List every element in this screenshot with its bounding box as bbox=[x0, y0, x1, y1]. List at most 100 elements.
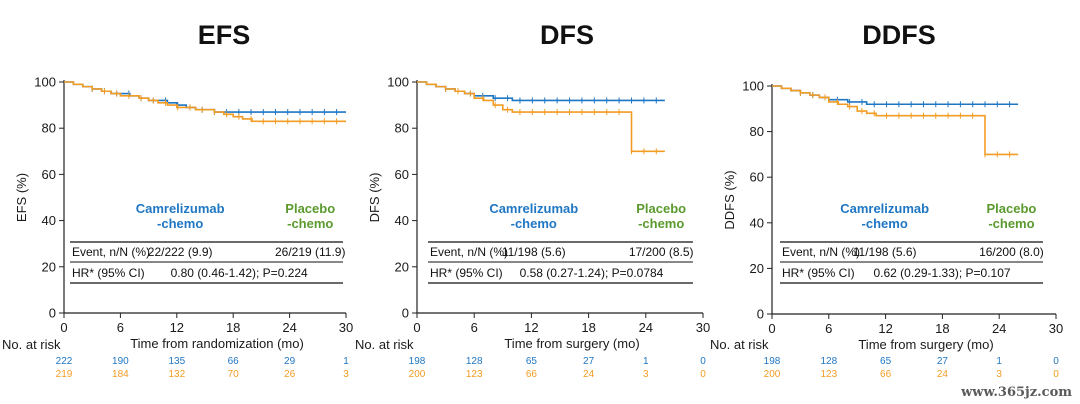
watermark: www.365jz.com bbox=[961, 385, 1072, 400]
x-tick-label: 24 bbox=[639, 320, 653, 335]
arm-label-camrelizumab: Camrelizumab bbox=[136, 201, 225, 216]
risk-count-camrelizumab: 135 bbox=[168, 356, 185, 367]
arm-label-placebo: -chemo bbox=[287, 216, 333, 231]
x-axis-label: Time from surgery (mo) bbox=[504, 336, 639, 351]
risk-count-camrelizumab: 1 bbox=[343, 356, 349, 367]
risk-count-camrelizumab: 190 bbox=[112, 356, 129, 367]
chart-title: DDFS bbox=[862, 20, 936, 50]
event-value-camrelizumab: 22/222 (9.9) bbox=[148, 245, 213, 259]
x-tick-label: 24 bbox=[992, 321, 1006, 336]
event-label: Event, n/N (%) bbox=[430, 245, 508, 259]
event-label: Event, n/N (%) bbox=[782, 245, 860, 259]
y-tick-label: 60 bbox=[750, 170, 764, 185]
y-tick-label: 100 bbox=[387, 75, 409, 90]
risk-count-placebo: 70 bbox=[228, 369, 240, 380]
risk-count-placebo: 3 bbox=[643, 369, 649, 380]
y-axis-label: DDFS (%) bbox=[722, 170, 737, 229]
y-tick-label: 100 bbox=[34, 75, 56, 90]
y-axis-label: DFS (%) bbox=[367, 173, 382, 223]
hr-label: HR* (95% CI) bbox=[782, 266, 855, 280]
risk-count-camrelizumab: 65 bbox=[526, 356, 538, 367]
risk-table-label: No. at risk bbox=[355, 337, 414, 352]
y-tick-label: 40 bbox=[395, 213, 409, 228]
arm-label-placebo: -chemo bbox=[988, 216, 1034, 231]
risk-count-placebo: 66 bbox=[880, 369, 892, 380]
y-tick-label: 0 bbox=[757, 307, 764, 322]
arm-label-placebo: Placebo bbox=[285, 201, 335, 216]
arm-label-camrelizumab: -chemo bbox=[511, 216, 557, 231]
risk-count-camrelizumab: 0 bbox=[1053, 356, 1059, 367]
risk-count-placebo: 3 bbox=[996, 369, 1002, 380]
risk-count-placebo: 200 bbox=[409, 369, 426, 380]
hr-value: 0.62 (0.29-1.33); P=0.107 bbox=[873, 266, 1010, 280]
risk-count-camrelizumab: 198 bbox=[409, 356, 426, 367]
km-curve-placebo bbox=[772, 85, 1019, 156]
y-tick-label: 0 bbox=[402, 306, 409, 321]
y-tick-label: 60 bbox=[42, 167, 56, 182]
event-value-placebo: 26/219 (11.9) bbox=[275, 245, 346, 259]
event-value-camrelizumab: 11/198 (5.6) bbox=[853, 245, 917, 259]
y-tick-label: 100 bbox=[742, 79, 764, 94]
x-tick-label: 12 bbox=[878, 321, 892, 336]
risk-count-camrelizumab: 222 bbox=[56, 356, 73, 367]
y-tick-label: 80 bbox=[42, 121, 56, 136]
y-tick-label: 20 bbox=[395, 259, 409, 274]
y-tick-label: 80 bbox=[750, 124, 764, 139]
risk-count-camrelizumab: 29 bbox=[284, 356, 296, 367]
risk-count-camrelizumab: 1 bbox=[996, 356, 1002, 367]
arm-label-camrelizumab: -chemo bbox=[157, 216, 203, 231]
risk-count-camrelizumab: 65 bbox=[880, 356, 892, 367]
km-curve-camrelizumab bbox=[772, 85, 1019, 106]
event-value-placebo: 17/200 (8.5) bbox=[629, 245, 694, 259]
x-tick-label: 18 bbox=[935, 321, 949, 336]
risk-count-camrelizumab: 128 bbox=[466, 356, 483, 367]
risk-count-camrelizumab: 198 bbox=[764, 356, 781, 367]
risk-count-camrelizumab: 27 bbox=[937, 356, 949, 367]
risk-count-placebo: 200 bbox=[764, 369, 781, 380]
x-tick-label: 24 bbox=[282, 320, 296, 335]
hr-label: HR* (95% CI) bbox=[72, 266, 145, 280]
risk-count-placebo: 24 bbox=[937, 369, 949, 380]
risk-count-placebo: 132 bbox=[168, 369, 185, 380]
event-value-camrelizumab: 11/198 (5.6) bbox=[502, 245, 566, 259]
y-tick-label: 40 bbox=[750, 215, 764, 230]
chart-title: EFS bbox=[198, 20, 251, 50]
x-tick-label: 6 bbox=[117, 320, 124, 335]
km-curve-placebo bbox=[417, 81, 665, 153]
arm-label-placebo: Placebo bbox=[636, 201, 686, 216]
arm-label-camrelizumab: Camrelizumab bbox=[840, 201, 929, 216]
km-curve-camrelizumab bbox=[64, 81, 346, 113]
risk-count-placebo: 66 bbox=[526, 369, 538, 380]
hr-value: 0.58 (0.27-1.24); P=0.0784 bbox=[520, 266, 664, 280]
hr-value: 0.80 (0.46-1.42); P=0.224 bbox=[171, 266, 308, 280]
risk-count-camrelizumab: 128 bbox=[820, 356, 837, 367]
risk-table-label: No. at risk bbox=[2, 337, 61, 352]
chart-title: DFS bbox=[540, 20, 594, 50]
y-axis-label: EFS (%) bbox=[14, 173, 29, 222]
chart-panel-efs: EFS 0 20 40 60 80 100 0 6 12 18 24 30 EFS (%) Time fro… bbox=[2, 20, 353, 380]
x-tick-label: 18 bbox=[226, 320, 240, 335]
risk-count-camrelizumab: 27 bbox=[583, 356, 595, 367]
x-tick-label: 30 bbox=[1049, 321, 1063, 336]
risk-count-placebo: 184 bbox=[112, 369, 129, 380]
risk-count-placebo: 219 bbox=[56, 369, 73, 380]
x-tick-label: 12 bbox=[524, 320, 538, 335]
x-tick-label: 30 bbox=[339, 320, 353, 335]
x-tick-label: 30 bbox=[696, 320, 710, 335]
x-tick-label: 0 bbox=[768, 321, 775, 336]
risk-count-placebo: 24 bbox=[583, 369, 595, 380]
risk-count-placebo: 0 bbox=[1053, 369, 1059, 380]
event-value-placebo: 16/200 (8.0) bbox=[979, 245, 1044, 259]
risk-count-placebo: 26 bbox=[284, 369, 296, 380]
y-tick-label: 60 bbox=[395, 167, 409, 182]
x-tick-label: 0 bbox=[413, 320, 420, 335]
y-tick-label: 80 bbox=[395, 121, 409, 136]
x-tick-label: 18 bbox=[581, 320, 595, 335]
x-tick-label: 0 bbox=[60, 320, 67, 335]
y-tick-label: 40 bbox=[42, 213, 56, 228]
km-curve-camrelizumab bbox=[417, 81, 665, 102]
arm-label-placebo: -chemo bbox=[638, 216, 684, 231]
